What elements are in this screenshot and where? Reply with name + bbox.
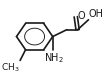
- Text: OH: OH: [89, 9, 104, 19]
- Text: O: O: [78, 11, 85, 21]
- Text: CH$_3$: CH$_3$: [1, 61, 20, 74]
- Text: NH$_2$: NH$_2$: [44, 51, 64, 65]
